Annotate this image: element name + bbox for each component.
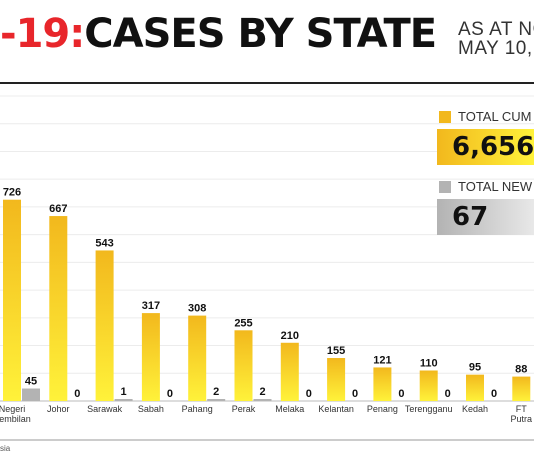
data-label-cumulative: 317	[142, 300, 160, 312]
data-label-cumulative: 308	[188, 303, 206, 315]
title-red-part: -19:	[0, 11, 85, 57]
data-label-new-cases: 0	[491, 388, 497, 400]
data-label-cumulative: 726	[3, 187, 21, 199]
x-tick-label: Sabah	[138, 404, 164, 414]
subtitle-line-1: AS AT NO	[458, 19, 534, 40]
data-label-new-cases: 0	[445, 388, 451, 400]
chart-title: -19:CASES BY STATE	[0, 11, 437, 57]
total-cumulative-value: 6,656	[437, 129, 534, 165]
data-label-cumulative: 88	[515, 364, 527, 376]
bar-cumulative	[466, 374, 484, 401]
data-label-cumulative: 667	[49, 203, 67, 215]
bar-cumulative	[327, 358, 346, 401]
bar-cumulative	[3, 199, 21, 401]
title-black-part: CASES BY STATE	[84, 11, 437, 57]
cumulative-legend-swatch	[439, 110, 451, 123]
data-label-new-cases: 2	[213, 386, 219, 398]
bar-cumulative	[49, 216, 68, 401]
data-label-new-cases: 0	[398, 388, 404, 400]
bar-cumulative	[95, 250, 114, 401]
bar-cumulative	[188, 315, 207, 401]
x-tick-label: Melaka	[275, 404, 304, 414]
x-tick-label: Perak	[232, 404, 256, 414]
data-label-cumulative: 110	[420, 358, 438, 370]
new-cases-legend-swatch	[439, 180, 451, 193]
data-label-new-cases: 0	[306, 388, 312, 400]
bar-new-cases	[114, 399, 133, 401]
x-tick-label: FT	[516, 404, 527, 414]
bar-cumulative	[373, 367, 392, 401]
data-label-new-cases: 0	[352, 388, 358, 400]
bar-new-cases	[207, 399, 226, 401]
bar-new-cases	[253, 399, 272, 401]
data-label-new-cases: 1	[121, 386, 127, 398]
data-label-new-cases: 0	[167, 388, 173, 400]
total-cumulative-box: TOTAL CUM 6,656	[437, 109, 534, 165]
x-tick-label: Kelantan	[318, 404, 354, 414]
data-label-cumulative: 543	[95, 237, 113, 249]
bar-cumulative	[280, 342, 299, 401]
data-label-new-cases: 45	[25, 376, 37, 388]
as-at-date: AS AT NO MAY 10,	[458, 20, 534, 58]
bar-cumulative	[419, 370, 438, 401]
x-tick-label: Kedah	[462, 404, 488, 414]
x-tick-label: Sembilan	[0, 414, 31, 424]
subtitle-line-2: MAY 10,	[458, 38, 533, 59]
total-new-box: TOTAL NEW 67	[437, 179, 534, 235]
data-label-cumulative: 255	[234, 317, 252, 329]
bar-cumulative	[141, 313, 160, 401]
bar-cumulative	[234, 330, 253, 401]
x-tick-label: Putra	[511, 414, 533, 424]
source-note: sia	[0, 444, 11, 453]
data-label-new-cases: 2	[259, 386, 265, 398]
header-rule	[0, 82, 534, 84]
x-tick-label: Terengganu	[405, 404, 453, 414]
bar-cumulative	[512, 376, 531, 401]
total-new-value: 67	[437, 199, 534, 235]
data-label-cumulative: 155	[327, 345, 345, 357]
data-label-cumulative: 121	[373, 354, 391, 366]
total-cumulative-label: TOTAL CUM	[458, 109, 532, 124]
total-new-label: TOTAL NEW	[458, 179, 533, 194]
x-tick-label: Negeri	[0, 404, 25, 414]
x-tick-label: Johor	[47, 404, 70, 414]
x-tick-label: Penang	[367, 404, 398, 414]
data-label-cumulative: 210	[281, 330, 299, 342]
bar-new-cases	[22, 388, 40, 401]
x-tick-label: Pahang	[182, 404, 213, 414]
data-label-new-cases: 0	[74, 388, 80, 400]
x-tick-label: Sarawak	[87, 404, 123, 414]
data-label-cumulative: 95	[469, 362, 481, 374]
